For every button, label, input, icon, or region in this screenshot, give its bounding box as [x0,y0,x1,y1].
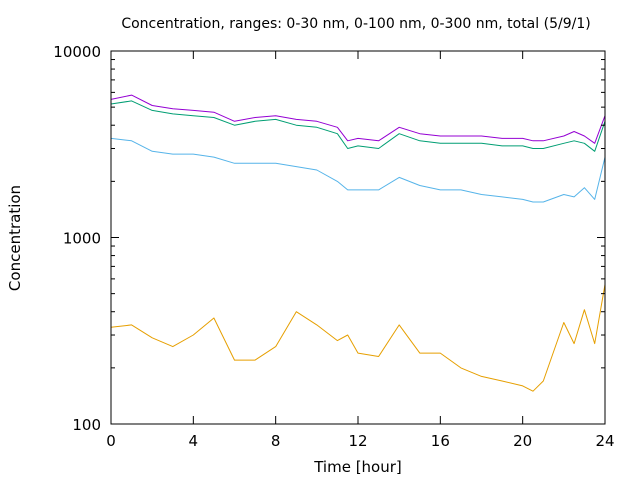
series-line-2 [110,137,606,203]
y-tick-label: 1000 [63,230,101,248]
y-axis-label: Concentration [6,185,24,291]
chart-title: Concentration, ranges: 0-30 nm, 0-100 nm… [121,16,590,32]
x-tick-label: 16 [431,432,450,450]
plot-area-border [110,50,606,425]
x-tick-label: 20 [513,432,532,450]
x-tick-label: 4 [189,432,199,450]
series-line-3 [110,100,606,152]
series-layer [110,94,606,392]
y-tick-label: 100 [72,416,101,434]
x-tick-label: 24 [595,432,614,450]
x-tick-label: 0 [106,432,116,450]
x-axis-label: Time [hour] [313,458,402,476]
x-tick-label: 8 [271,432,281,450]
series-line-1 [110,284,606,392]
x-tick-label: 12 [348,432,367,450]
series-line-4 [110,94,606,144]
y-tick-label: 10000 [53,43,101,61]
